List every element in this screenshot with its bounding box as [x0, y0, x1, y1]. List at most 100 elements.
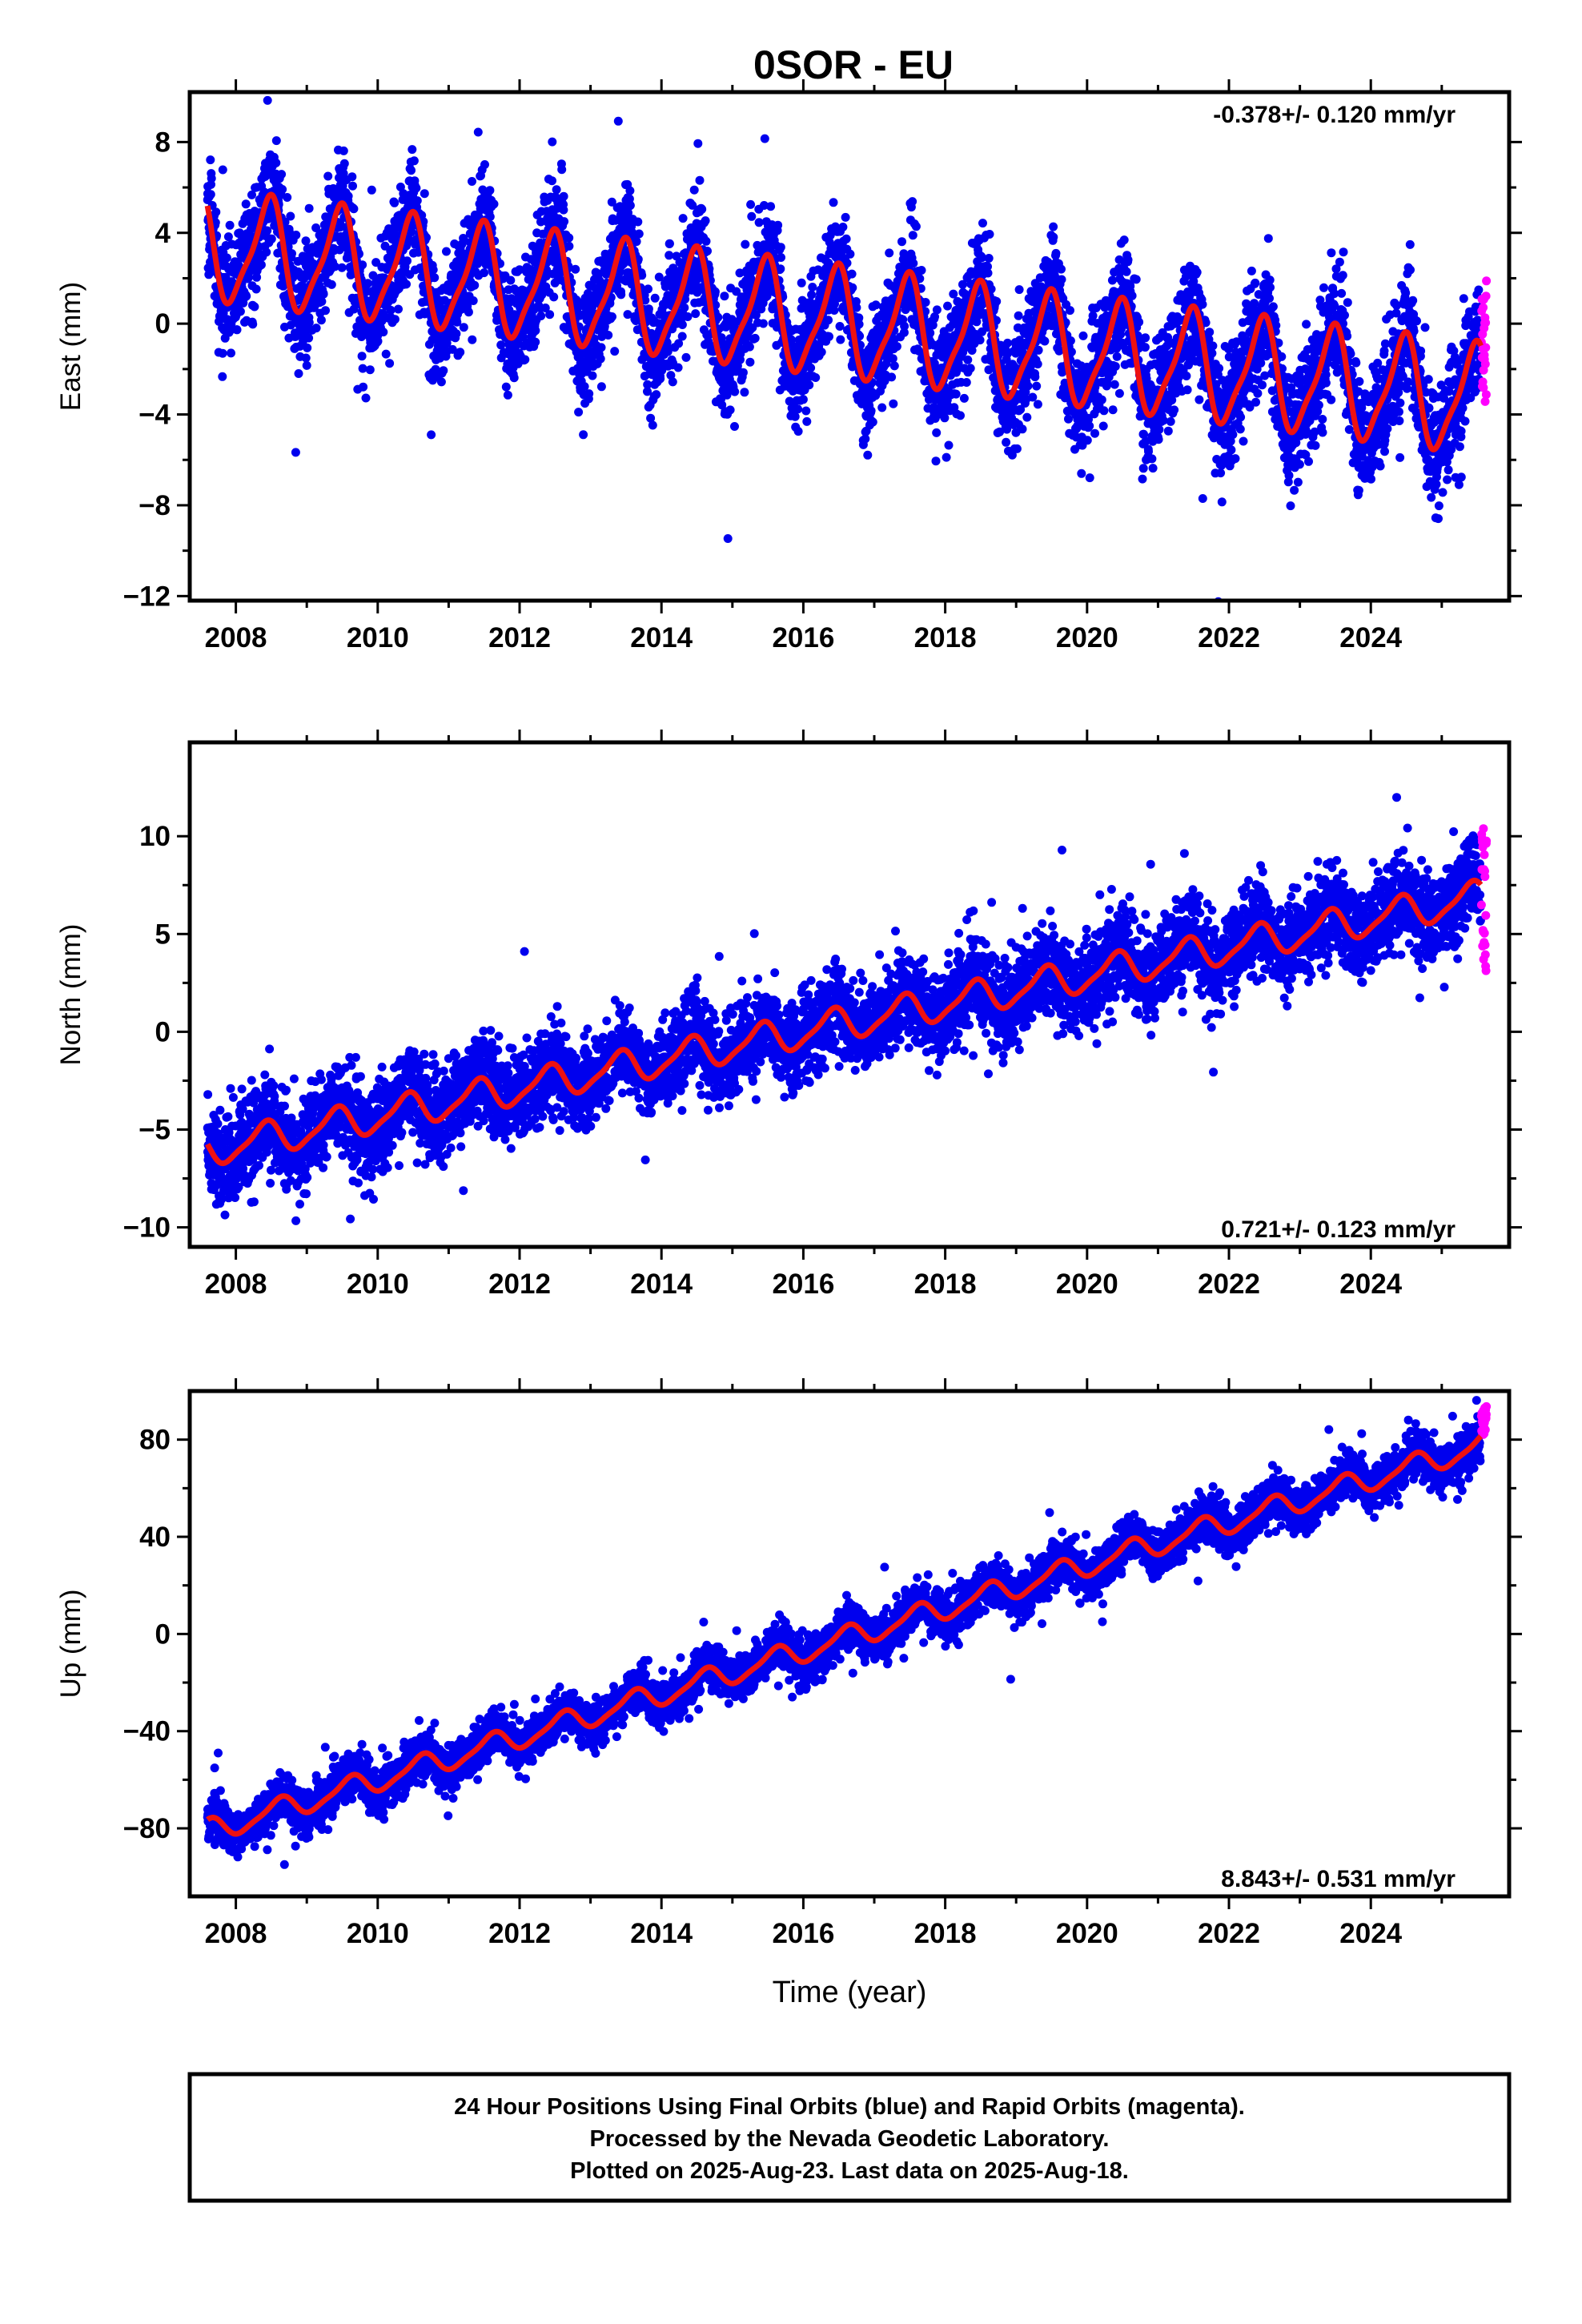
- final-orbit-point: [242, 292, 251, 301]
- final-orbit-point: [545, 310, 555, 320]
- final-orbit-point: [847, 269, 857, 279]
- final-orbit-point: [740, 388, 749, 397]
- final-orbit-point: [262, 247, 271, 257]
- figure-title: 0SOR - EU: [753, 42, 954, 87]
- final-orbit-point: [773, 220, 783, 230]
- final-orbit-point: [304, 318, 314, 328]
- final-orbit-point: [723, 534, 733, 543]
- final-orbit-point: [931, 456, 941, 466]
- final-orbit-point: [625, 186, 635, 195]
- final-orbit-point: [1154, 435, 1163, 444]
- final-orbit-point: [263, 95, 272, 105]
- final-orbit-point: [402, 279, 411, 289]
- final-orbit-point: [379, 328, 388, 337]
- final-orbit-point: [829, 198, 838, 207]
- final-orbit-point: [868, 417, 877, 427]
- final-orbit-point: [287, 249, 296, 259]
- final-orbit-point: [339, 146, 348, 155]
- final-orbit-point: [695, 175, 705, 185]
- final-orbit-point: [557, 165, 567, 175]
- final-orbit-point: [485, 186, 495, 195]
- final-orbit-point: [452, 317, 462, 327]
- final-orbit-point: [1002, 437, 1011, 447]
- final-orbit-point: [760, 134, 769, 143]
- final-orbit-point: [610, 347, 620, 356]
- final-orbit-point: [588, 371, 597, 380]
- final-orbit-point: [1030, 372, 1040, 382]
- final-orbit-point: [648, 420, 657, 430]
- final-orbit-point: [452, 329, 461, 339]
- final-orbit-point: [286, 211, 295, 221]
- final-orbit-point: [218, 348, 227, 358]
- final-orbit-point: [885, 248, 894, 258]
- final-orbit-point: [1085, 473, 1094, 483]
- final-orbit-point: [1085, 421, 1094, 431]
- final-orbit-point: [616, 290, 626, 300]
- final-orbit-point: [278, 185, 287, 194]
- east-panel: 2008 2010 2012 2014 2016 2018 2020 2022 2024840−…: [55, 79, 1522, 653]
- final-orbit-point: [548, 176, 556, 186]
- final-orbit-point: [798, 395, 808, 404]
- final-orbit-point: [632, 237, 641, 247]
- final-orbit-point: [985, 230, 994, 239]
- final-orbit-point: [701, 216, 710, 226]
- final-orbit-point: [448, 344, 457, 354]
- final-orbit-point: [644, 284, 652, 294]
- final-orbit-point: [652, 390, 661, 400]
- final-orbit-point: [247, 190, 256, 199]
- final-orbit-point: [301, 236, 311, 246]
- final-orbit-point: [888, 354, 897, 364]
- final-orbit-point: [978, 219, 987, 228]
- final-orbit-point: [983, 268, 993, 278]
- final-orbit-point: [889, 399, 898, 408]
- final-orbit-point: [758, 319, 768, 328]
- final-orbit-point: [802, 416, 812, 426]
- final-orbit-point: [1032, 381, 1042, 391]
- final-orbit-point: [908, 231, 917, 240]
- final-orbit-point: [420, 189, 429, 199]
- final-orbit-point: [1051, 248, 1061, 258]
- final-orbit-point: [909, 259, 918, 268]
- final-orbit-point: [579, 430, 588, 440]
- final-orbit-point: [1170, 405, 1179, 415]
- final-orbit-point: [943, 301, 952, 311]
- final-orbit-point: [385, 359, 395, 368]
- final-orbit-point: [339, 159, 349, 168]
- final-orbit-point: [1003, 338, 1012, 348]
- final-orbit-point: [1018, 424, 1027, 434]
- final-orbit-point: [1066, 336, 1075, 345]
- final-orbit-point: [697, 204, 707, 214]
- final-orbit-point: [468, 335, 477, 344]
- final-orbit-point: [681, 352, 691, 362]
- final-orbit-point: [1097, 395, 1106, 404]
- final-orbit-point: [211, 207, 221, 217]
- final-orbit-point: [335, 220, 345, 229]
- final-orbit-point: [900, 321, 909, 331]
- final-orbit-point: [485, 212, 495, 222]
- final-orbit-point: [537, 290, 547, 300]
- final-orbit-point: [319, 289, 328, 299]
- final-orbit-point: [291, 448, 300, 457]
- final-orbit-point: [1034, 345, 1043, 355]
- final-orbit-point: [911, 222, 921, 231]
- final-orbit-point: [766, 202, 776, 211]
- final-orbit-point: [304, 203, 314, 213]
- final-orbit-point: [442, 247, 451, 256]
- final-orbit-point: [811, 373, 821, 382]
- final-orbit-point: [206, 190, 215, 199]
- final-orbit-point: [271, 136, 281, 146]
- final-orbit-point: [693, 139, 703, 148]
- final-orbit-point: [267, 234, 276, 243]
- final-orbit-point: [604, 331, 613, 340]
- final-orbit-point: [650, 293, 660, 303]
- final-orbit-point: [1110, 362, 1120, 371]
- final-orbit-point: [227, 348, 235, 358]
- final-orbit-point: [1064, 414, 1073, 424]
- final-orbit-point: [1057, 275, 1066, 284]
- final-orbit-point: [801, 406, 811, 416]
- final-orbit-point: [294, 369, 303, 378]
- final-orbit-point: [613, 116, 623, 126]
- east-data: [203, 95, 1492, 601]
- final-orbit-point: [496, 340, 506, 350]
- final-orbit-point: [409, 156, 419, 166]
